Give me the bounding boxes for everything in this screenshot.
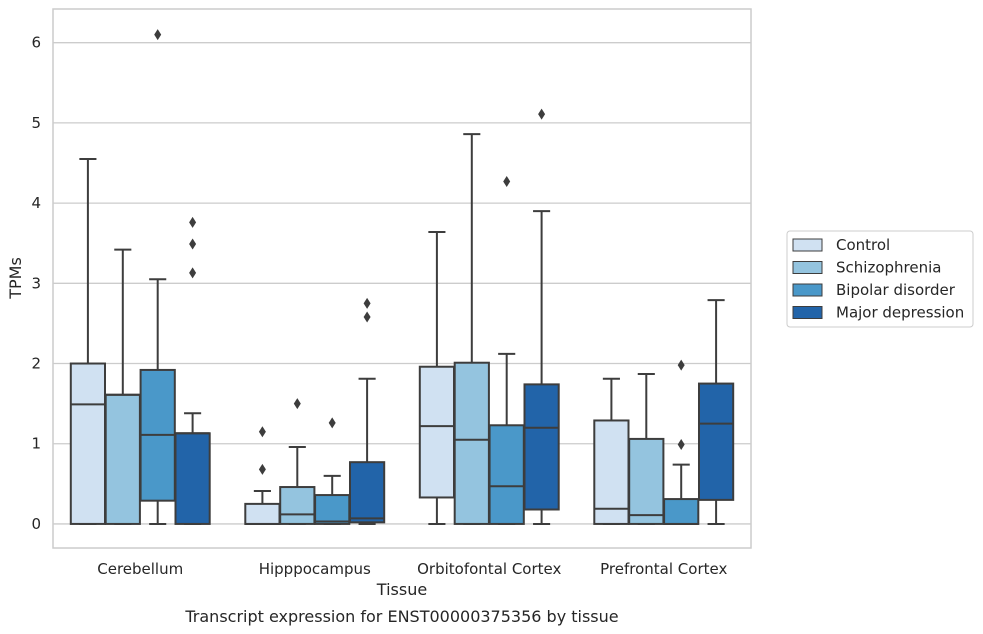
box-bipolar-disorder <box>488 175 525 525</box>
x-tick-label: Orbitofontal Cortex <box>417 560 561 578</box>
y-tick-label: 1 <box>31 435 41 453</box>
y-tick-label: 5 <box>31 114 41 132</box>
legend-frame <box>786 230 974 328</box>
outlier-point <box>363 311 371 323</box>
box-iqr <box>523 383 560 511</box>
box-major-depression <box>523 108 560 525</box>
box-control <box>418 230 456 525</box>
box-group-prefrontal-cortex <box>593 299 735 525</box>
box-major-depression <box>174 216 211 525</box>
box-major-depression <box>348 297 386 525</box>
chart-caption: Transcript expression for ENST0000037535… <box>184 607 618 626</box>
legend-swatch <box>792 306 823 319</box>
y-tick-label: 2 <box>31 355 41 373</box>
box-iqr <box>348 461 386 524</box>
legend-label: Major depression <box>836 304 964 322</box>
x-tick-label: Prefrontal Cortex <box>600 560 727 578</box>
outlier-point <box>363 297 371 309</box>
box-iqr <box>628 437 665 525</box>
outlier-point <box>677 359 685 371</box>
legend-item-major-depression: Major depression <box>792 304 964 322</box>
outlier-point <box>258 426 266 438</box>
box-groups <box>69 29 735 525</box>
outlier-point <box>154 29 162 41</box>
outlier-point <box>677 439 685 451</box>
y-axis-label: TPMs <box>6 257 25 300</box>
y-tick-label: 0 <box>31 515 41 533</box>
outlier-point <box>189 216 197 228</box>
outlier-point <box>293 398 301 410</box>
y-tick-label: 6 <box>31 34 41 52</box>
legend-label: Control <box>836 236 890 254</box>
outlier-point <box>328 417 336 429</box>
legend-swatch <box>792 238 823 252</box>
box-iqr <box>104 393 141 525</box>
x-tick-label: Cerebellum <box>97 560 183 578</box>
legend-item-schizophrenia: Schizophrenia <box>792 259 941 277</box>
legend: Control Schizophrenia Bipolar disorder Majo… <box>786 230 974 328</box>
outlier-point <box>258 463 266 475</box>
x-tick-labels: Cerebellum Hipppocampus Orbitofontal Corte… <box>97 560 727 578</box>
box-iqr <box>279 486 316 525</box>
box-group-hipppocampus <box>244 297 386 525</box>
outlier-point <box>538 108 546 120</box>
box-iqr <box>69 362 107 525</box>
legend-label: Bipolar disorder <box>836 281 956 299</box>
outlier-point <box>189 238 197 250</box>
box-group-orbitofontal-cortex <box>418 108 560 525</box>
box-iqr <box>418 365 456 499</box>
box-schizophrenia <box>453 133 490 525</box>
box-iqr <box>488 424 525 525</box>
box-iqr <box>453 361 490 525</box>
y-tick-label: 4 <box>31 194 41 212</box>
outlier-point <box>503 175 511 187</box>
x-axis-label: Tissue <box>376 580 427 599</box>
box-iqr <box>314 494 351 525</box>
box-bipolar-disorder <box>139 29 176 525</box>
legend-item-bipolar-disorder: Bipolar disorder <box>792 281 956 299</box>
box-iqr <box>663 498 700 525</box>
legend-label: Schizophrenia <box>836 259 941 277</box>
box-iqr <box>697 382 735 501</box>
legend-swatch <box>792 261 823 274</box>
plot-frame <box>52 8 752 549</box>
x-tick-label: Hipppocampus <box>259 560 371 578</box>
legend-item-control: Control <box>792 236 890 254</box>
box-bipolar-disorder <box>663 359 700 525</box>
y-tick-labels: 0 1 2 3 4 5 6 <box>31 34 41 533</box>
legend-swatch <box>792 283 823 297</box>
box-schizophrenia <box>628 372 665 525</box>
box-major-depression <box>697 299 735 525</box>
outlier-point <box>189 267 197 279</box>
box-iqr <box>174 432 211 525</box>
box-schizophrenia <box>279 398 316 525</box>
box-group-cerebellum <box>69 29 211 525</box>
box-iqr <box>244 502 281 525</box>
y-tick-label: 3 <box>31 274 41 292</box>
